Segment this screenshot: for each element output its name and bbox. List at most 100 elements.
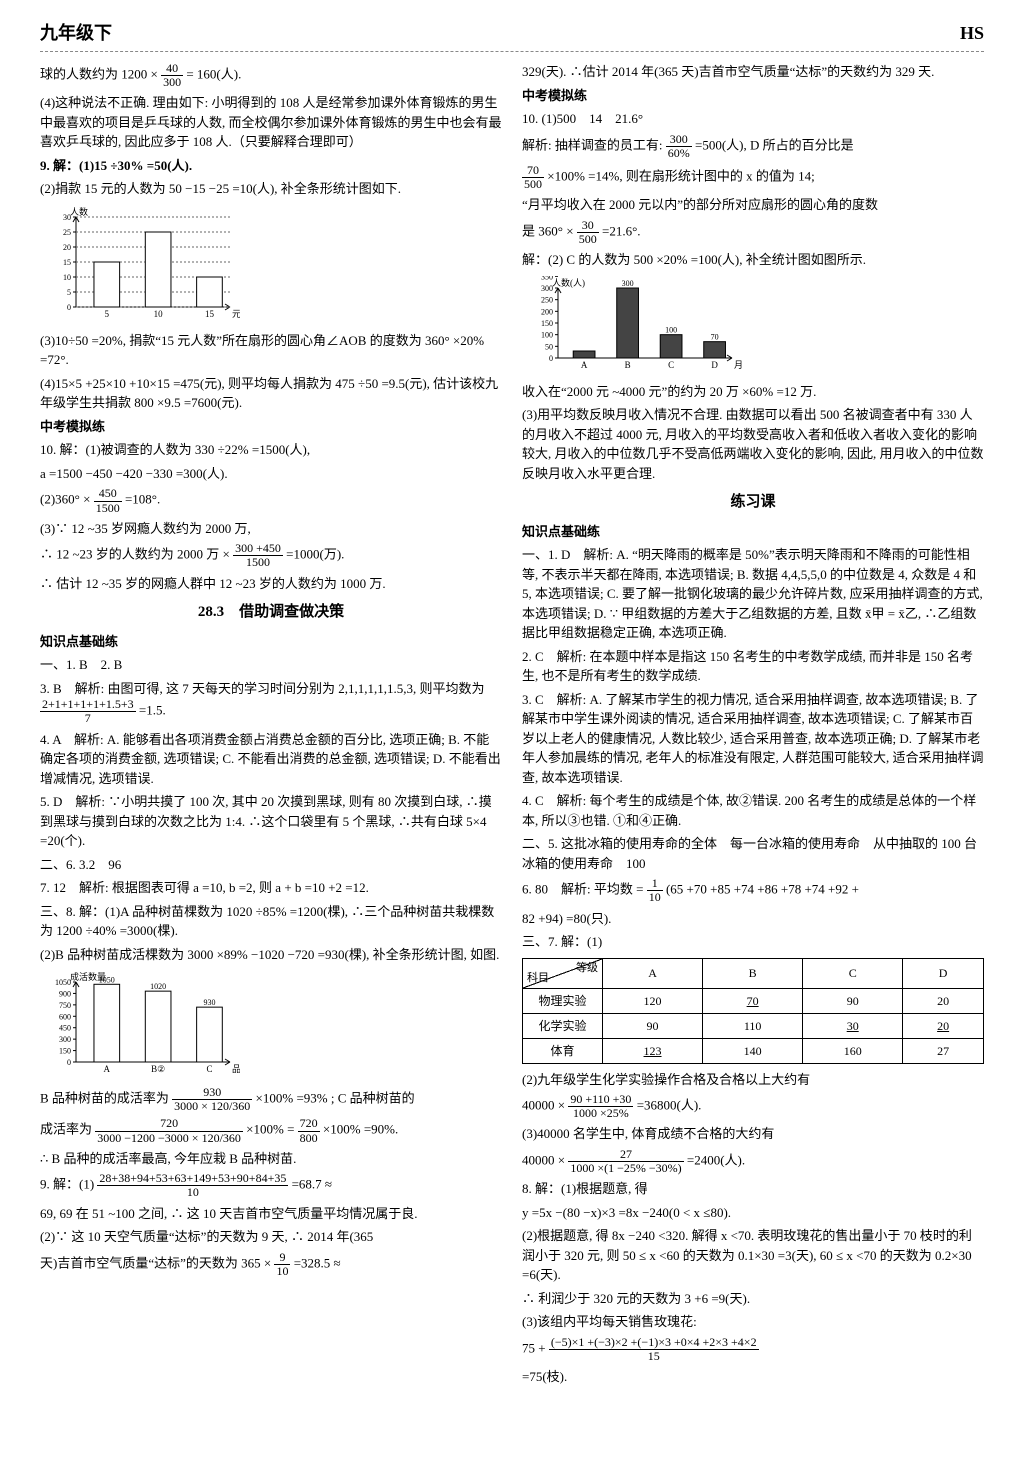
text-line: 是 360° × 30500 =21.6°. [522, 219, 984, 246]
svg-text:15: 15 [63, 258, 71, 267]
table-cell: 30 [803, 1013, 903, 1038]
table-col-header: B [703, 958, 803, 988]
table-cell: 20 [903, 988, 984, 1013]
text-line: 4. A 解析: A. 能够看出各项消费金额占消费总金额的百分比, 选项正确; … [40, 730, 502, 789]
fraction: 9303000 × 120/360 [172, 1086, 252, 1113]
table-cell: 110 [703, 1013, 803, 1038]
subsection-title: 知识点基础练 [522, 522, 984, 542]
table-diag-header: 等级 科目 [523, 958, 603, 988]
fraction: 40300 [161, 62, 183, 89]
text-line: 10. 解：(1)被调查的人数为 330 ÷22% =1500(人), [40, 440, 502, 460]
subsection-title: 中考模拟练 [522, 86, 984, 106]
svg-text:10: 10 [63, 273, 71, 282]
svg-text:A: A [581, 360, 588, 370]
text-line: 9. 解：(1)15 ÷30% =50(人). [40, 156, 502, 176]
text-line: (3)∵ 12 ~35 岁网瘾人数约为 2000 万, [40, 519, 502, 539]
header-left: 九年级下 [40, 20, 112, 47]
svg-text:930: 930 [203, 998, 215, 1007]
text-line: 5. D 解析: ∵小明共摸了 100 次, 其中 20 次摸到黑球, 则有 8… [40, 792, 502, 851]
table-row-label: 化学实验 [523, 1013, 603, 1038]
subsection-title: 知识点基础练 [40, 632, 502, 652]
left-column: 球的人数约为 1200 × 40300 = 160(人). (4)这种说法不正确… [40, 62, 502, 1391]
fraction: 910 [274, 1251, 290, 1278]
text-line: 69, 69 在 51 ~100 之间, ∴ 这 10 天吉首市空气质量平均情况… [40, 1204, 502, 1224]
svg-text:成活数量: 成活数量 [70, 971, 106, 982]
text-line: 6. 80 解析: 平均数 = 110 (65 +70 +85 +74 +86 … [522, 877, 984, 904]
fraction: 720800 [298, 1117, 320, 1144]
fraction: 28+38+94+53+63+149+53+90+84+3510 [97, 1172, 288, 1199]
text-line: ∴ B 品种的成活率最高, 今年应栽 B 品种树苗. [40, 1149, 502, 1169]
text-line: ∴ 12 ~23 岁的人数约为 2000 万 × 300 +4501500 =1… [40, 542, 502, 569]
text-line: 40000 × 271000 ×(1 −25% −30%) =2400(人). [522, 1148, 984, 1175]
svg-text:450: 450 [59, 1024, 71, 1033]
text-line: 75 + (−5)×1 +(−3)×2 +(−1)×3 +0×4 +2×3 +4… [522, 1336, 984, 1363]
text-line: (2)九年级学生化学实验操作合格及合格以上大约有 [522, 1070, 984, 1090]
text-line: 成活率为 7203000 −1200 −3000 × 120/360 ×100%… [40, 1117, 502, 1144]
svg-text:5: 5 [105, 309, 110, 319]
table-col-header: C [803, 958, 903, 988]
text-line: ∴ 利润少于 320 元的天数为 3 +6 =9(天). [522, 1289, 984, 1309]
svg-text:A: A [104, 1064, 111, 1074]
text-line: 3. C 解析: A. 了解某市学生的视力情况, 适合采用抽样调查, 故本选项错… [522, 690, 984, 788]
grade-table: 等级 科目 A B C D 物理实验120709020化学实验901103020… [522, 958, 984, 1064]
text-line: (3)用平均数反映月收入情况不合理. 由数据可以看出 500 名被调查者中有 3… [522, 405, 984, 483]
fraction: 30500 [577, 219, 599, 246]
table-cell: 120 [603, 988, 703, 1013]
svg-text:0: 0 [67, 303, 71, 312]
svg-text:750: 750 [59, 1001, 71, 1010]
svg-text:C: C [668, 360, 674, 370]
fraction: 90 +110 +301000 ×25% [568, 1093, 633, 1120]
text-line: 40000 × 90 +110 +301000 ×25% =36800(人). [522, 1093, 984, 1120]
text-line: y =5x −(80 −x)×3 =8x −240(0 < x ≤80). [522, 1203, 984, 1223]
fraction: 271000 ×(1 −25% −30%) [568, 1148, 683, 1175]
text-line: 球的人数约为 1200 × 40300 = 160(人). [40, 62, 502, 89]
text-line: (3)40000 名学生中, 体育成绩不合格的大约有 [522, 1124, 984, 1144]
table-cell: 27 [903, 1038, 984, 1063]
svg-text:人数(人): 人数(人) [552, 277, 585, 288]
text-line: 329(天). ∴估计 2014 年(365 天)吉首市空气质量“达标”的天数约… [522, 62, 984, 82]
svg-text:1050: 1050 [55, 978, 71, 987]
text-line: (2)B 品种树苗成活棵数为 3000 ×89% −1020 −720 =930… [40, 945, 502, 965]
table-cell: 90 [803, 988, 903, 1013]
text-line: 8. 解：(1)根据题意, 得 [522, 1179, 984, 1199]
text-line: =75(枝). [522, 1367, 984, 1387]
fraction: 300 +4501500 [233, 542, 283, 569]
table-cell: 70 [703, 988, 803, 1013]
svg-text:B: B [625, 360, 631, 370]
svg-text:B②: B② [151, 1064, 165, 1074]
svg-text:900: 900 [59, 989, 71, 998]
svg-text:150: 150 [541, 319, 553, 328]
fraction: 70500 [522, 164, 544, 191]
table-row-label: 物理实验 [523, 988, 603, 1013]
table-cell: 140 [703, 1038, 803, 1063]
svg-text:C: C [206, 1064, 212, 1074]
text-line: 三、8. 解：(1)A 品种树苗棵数为 1020 ÷85% =1200(棵), … [40, 902, 502, 941]
fraction: 4501500 [94, 487, 122, 514]
text-line: (4)15×5 +25×10 +10×15 =475(元), 则平均每人捐款为 … [40, 374, 502, 413]
svg-text:1020: 1020 [150, 982, 166, 991]
text-line: 3. B 解析: 由图可得, 这 7 天每天的学习时间分别为 2,1,1,1,1… [40, 679, 502, 726]
text-line: 二、6. 3.2 96 [40, 855, 502, 875]
text-line: 一、1. B 2. B [40, 655, 502, 675]
subsection-title: 中考模拟练 [40, 417, 502, 437]
bar-chart-income: 350300250200150100500AB300C100D70人数(人)月收… [522, 276, 984, 376]
text-line: 82 +94) =80(只). [522, 909, 984, 929]
text-line: 解析: 抽样调查的员工有: 30060% =500(人), D 所占的百分比是 [522, 133, 984, 160]
text-line: a =1500 −450 −420 −330 =300(人). [40, 464, 502, 484]
text-line: 70500 ×100% =14%, 则在扇形统计图中的 x 的值为 14; [522, 164, 984, 191]
text-line: (2)根据题意, 得 8x −240 <320. 解得 x <70. 表明玫瑰花… [522, 1226, 984, 1285]
text-line: 7. 12 解析: 根据图表可得 a =10, b =2, 则 a + b =1… [40, 878, 502, 898]
svg-text:0: 0 [549, 354, 553, 363]
fraction: 110 [647, 877, 663, 904]
text-line: 三、7. 解：(1) [522, 932, 984, 952]
table-col-header: D [903, 958, 984, 988]
text-line: 一、1. D 解析: A. “明天降雨的概率是 50%”表示明天降雨和不降雨的可… [522, 545, 984, 643]
fraction: 7203000 −1200 −3000 × 120/360 [95, 1117, 243, 1144]
svg-text:600: 600 [59, 1012, 71, 1021]
svg-text:200: 200 [541, 307, 553, 316]
svg-text:50: 50 [545, 342, 553, 351]
section-title: 练习课 [522, 491, 984, 514]
text-line: 2. C 解析: 在本题中样本是指这 150 名考生的中考数学成绩, 而并非是 … [522, 647, 984, 686]
svg-text:300: 300 [59, 1035, 71, 1044]
fraction: (−5)×1 +(−3)×2 +(−1)×3 +0×4 +2×3 +4×215 [549, 1336, 759, 1363]
